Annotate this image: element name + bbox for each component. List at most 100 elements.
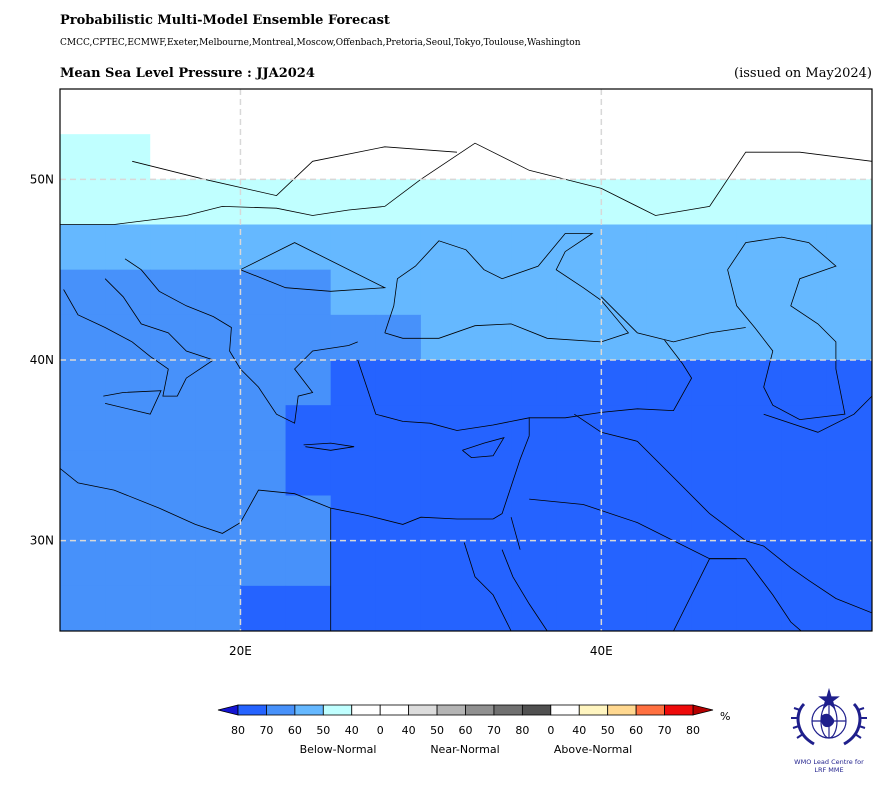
legend-swatch xyxy=(408,704,438,716)
grid-cell xyxy=(646,134,693,180)
coastline-segment xyxy=(601,296,746,343)
grid-cell xyxy=(511,269,557,316)
grid-cell xyxy=(330,540,377,587)
grid-cell xyxy=(240,405,287,451)
grid-cell xyxy=(466,450,512,496)
grid-cell xyxy=(195,585,241,631)
grid-cell xyxy=(330,314,377,361)
legend-swatch xyxy=(436,704,466,716)
legend-tick-label: 80 xyxy=(515,724,529,737)
grid-cell xyxy=(736,134,783,180)
grid-cell xyxy=(105,269,151,316)
grid-cell xyxy=(511,540,557,587)
legend-tick-label: 70 xyxy=(487,724,501,737)
grid-cell xyxy=(826,134,872,180)
grid-cell xyxy=(105,134,151,180)
grid-cell xyxy=(511,134,557,180)
grid-cell xyxy=(420,405,467,451)
grid-cell xyxy=(556,134,602,180)
grid-cell xyxy=(556,269,602,316)
grid-cell xyxy=(466,585,512,631)
grid-cell xyxy=(781,495,828,542)
grid-cell xyxy=(195,495,241,542)
grid-cell xyxy=(646,224,693,271)
grid-cell xyxy=(601,224,647,271)
logo-text-line2: LRF MME xyxy=(814,766,843,774)
grid-cell xyxy=(466,540,512,587)
coastline-segment xyxy=(727,236,846,421)
grid-cell xyxy=(105,450,151,496)
grid-cell xyxy=(691,224,738,271)
coastline-segment xyxy=(60,468,494,534)
grid-cell xyxy=(646,405,693,451)
grid-cell xyxy=(646,179,693,225)
legend-tick-label: 40 xyxy=(345,724,359,737)
grid-cell xyxy=(511,224,557,271)
coastline-segment xyxy=(492,435,530,520)
coastline-segment xyxy=(510,517,521,550)
grid-cell xyxy=(420,314,467,361)
grid-cell xyxy=(601,450,647,496)
grid-cell xyxy=(240,450,287,496)
grid-cell xyxy=(150,450,196,496)
grid-cell xyxy=(691,269,738,316)
grid-cell xyxy=(150,269,196,316)
grid-cell xyxy=(330,405,377,451)
grid-cell xyxy=(556,314,602,361)
grid-cell xyxy=(466,360,512,406)
grid-cell xyxy=(781,269,828,316)
grid-cell xyxy=(105,405,151,451)
coastline-segment xyxy=(103,390,162,415)
legend-tick-label: 40 xyxy=(402,724,416,737)
lon-tick-label: 20E xyxy=(229,644,252,658)
grid-cell xyxy=(105,495,151,542)
grid-cell xyxy=(691,314,738,361)
grid-cell xyxy=(60,405,106,451)
legend-swatch xyxy=(465,704,495,716)
legend-swatch xyxy=(351,704,381,716)
grid-cell xyxy=(781,89,828,135)
grid-cell xyxy=(826,540,872,587)
coastline-segment xyxy=(673,558,746,631)
grid-cell xyxy=(601,314,647,361)
grid-cell xyxy=(195,134,241,180)
grid-cell xyxy=(105,314,151,361)
grid-cell xyxy=(375,450,422,496)
grid-cell xyxy=(375,224,422,271)
grid-cell xyxy=(466,269,512,316)
grid-cell xyxy=(195,179,241,225)
grid-cell xyxy=(511,89,557,135)
legend-tick-label: 70 xyxy=(658,724,672,737)
grid-cell xyxy=(511,495,557,542)
grid-cell xyxy=(375,540,422,587)
grid-cell xyxy=(420,540,467,587)
legend-tick-label: 80 xyxy=(686,724,700,737)
grid-cell xyxy=(466,134,512,180)
grid-cell xyxy=(285,540,332,587)
legend-tick-label: 80 xyxy=(231,724,245,737)
grid-cell xyxy=(646,360,693,406)
grid-cell xyxy=(736,360,783,406)
grid-cell xyxy=(511,360,557,406)
grid-cell xyxy=(150,405,196,451)
grid-cell xyxy=(375,269,422,316)
legend-swatch xyxy=(635,704,665,716)
lat-tick-label: 40N xyxy=(30,353,54,367)
grid-cell xyxy=(285,269,332,316)
grid-cell xyxy=(601,360,647,406)
variable-season-label: Mean Sea Level Pressure : JJA2024 xyxy=(60,66,315,81)
grid-cell xyxy=(195,224,241,271)
issued-date: (issued on May2024) xyxy=(734,66,872,81)
grid-cell xyxy=(240,224,287,271)
coastline-segment xyxy=(303,442,355,451)
grid-cell xyxy=(736,179,783,225)
grid-cell xyxy=(781,360,828,406)
grid-cell xyxy=(195,405,241,451)
grid-cell xyxy=(375,89,422,135)
grid-cell xyxy=(826,360,872,406)
grid-cell xyxy=(646,540,693,587)
coastline-segment xyxy=(462,437,505,459)
grid-cell xyxy=(60,540,106,587)
grid-cell xyxy=(150,585,196,631)
wmo-emblem-icon xyxy=(791,687,867,746)
